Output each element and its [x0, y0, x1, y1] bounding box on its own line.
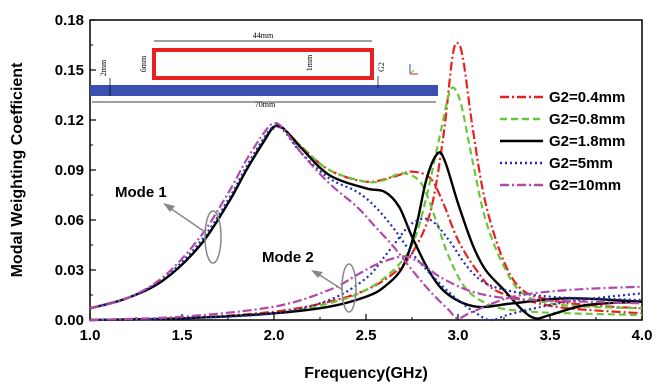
x-tick-label: 4.0 [632, 327, 653, 344]
y-tick-label: 0.03 [55, 262, 84, 279]
series-5-mode1-line [89, 122, 643, 320]
x-tick-label: 1.0 [80, 327, 101, 344]
y-tick-label: 0.09 [55, 162, 84, 179]
mode-2-annotation: Mode 2 [262, 249, 357, 313]
y-axis-ticks: 0.00 0.03 0.06 0.09 0.12 0.15 0.18 [55, 12, 96, 329]
series-5-mode2-line [89, 255, 643, 322]
inset-dim-6: 6mm [139, 55, 148, 72]
mode-1-arrow [169, 207, 206, 233]
legend-label-3: G2=1.8mm [549, 133, 625, 150]
inset-dim-44: 44mm [253, 31, 274, 40]
legend-label-1: G2=0.4mm [549, 89, 625, 106]
mode-1-ellipse [204, 210, 222, 264]
mode-1-label: Mode 1 [115, 184, 167, 201]
series-2-mode2-line [89, 86, 643, 322]
inset-substrate-bar [90, 85, 438, 96]
y-tick-label: 0.12 [55, 112, 84, 129]
inset-dim-1: 1mm [305, 54, 314, 71]
inset-dim-70: 70mm [255, 100, 276, 109]
x-tick-label: 1.5 [172, 327, 193, 344]
series-3-mode2-line [89, 151, 643, 322]
x-axis-ticks: 1.0 1.5 2.0 2.5 3.0 3.5 4.0 [80, 314, 653, 344]
inset-dim-g2: G2 [377, 62, 386, 72]
mode-1-arrow-head [163, 203, 175, 212]
mode-2-label: Mode 2 [262, 249, 314, 266]
mode-2-arrow-head [311, 270, 323, 278]
y-tick-label: 0.00 [55, 312, 84, 329]
x-tick-label: 2.0 [264, 327, 285, 344]
series-4-mode2-line [89, 217, 643, 322]
y-tick-label: 0.18 [55, 12, 84, 29]
y-tick-label: 0.06 [55, 212, 84, 229]
legend-label-2: G2=0.8mm [549, 111, 625, 128]
legend-label-5: G2=10mm [549, 177, 621, 194]
mode-2-arrow [317, 273, 344, 291]
x-tick-label: 3.0 [448, 327, 469, 344]
inset-loop-strip [152, 48, 374, 80]
x-axis-label: Frequency(GHz) [304, 365, 428, 382]
axes-triad-icon [409, 64, 418, 75]
x-tick-label: 2.5 [356, 327, 377, 344]
series-2-mode1-line [89, 124, 643, 317]
series-3-mode1-line [89, 124, 643, 310]
legend: G2=0.4mm G2=0.8mm G2=1.8mm G2=5mm G2=10mm [500, 89, 625, 194]
mode-1-annotation: Mode 1 [115, 184, 222, 264]
series-layer [89, 41, 643, 322]
inset-dim-2: 2mm [99, 59, 108, 76]
geometry-inset: 44mm 70mm 6mm 2mm 1mm G2 [90, 31, 438, 109]
x-tick-label: 3.5 [540, 327, 561, 344]
y-axis-label: Modal Weighting Coefficient [9, 62, 26, 277]
series-1-mode2-line [89, 41, 643, 322]
legend-label-4: G2=5mm [549, 155, 613, 172]
mode-2-ellipse [341, 263, 357, 313]
y-tick-label: 0.15 [55, 62, 84, 79]
